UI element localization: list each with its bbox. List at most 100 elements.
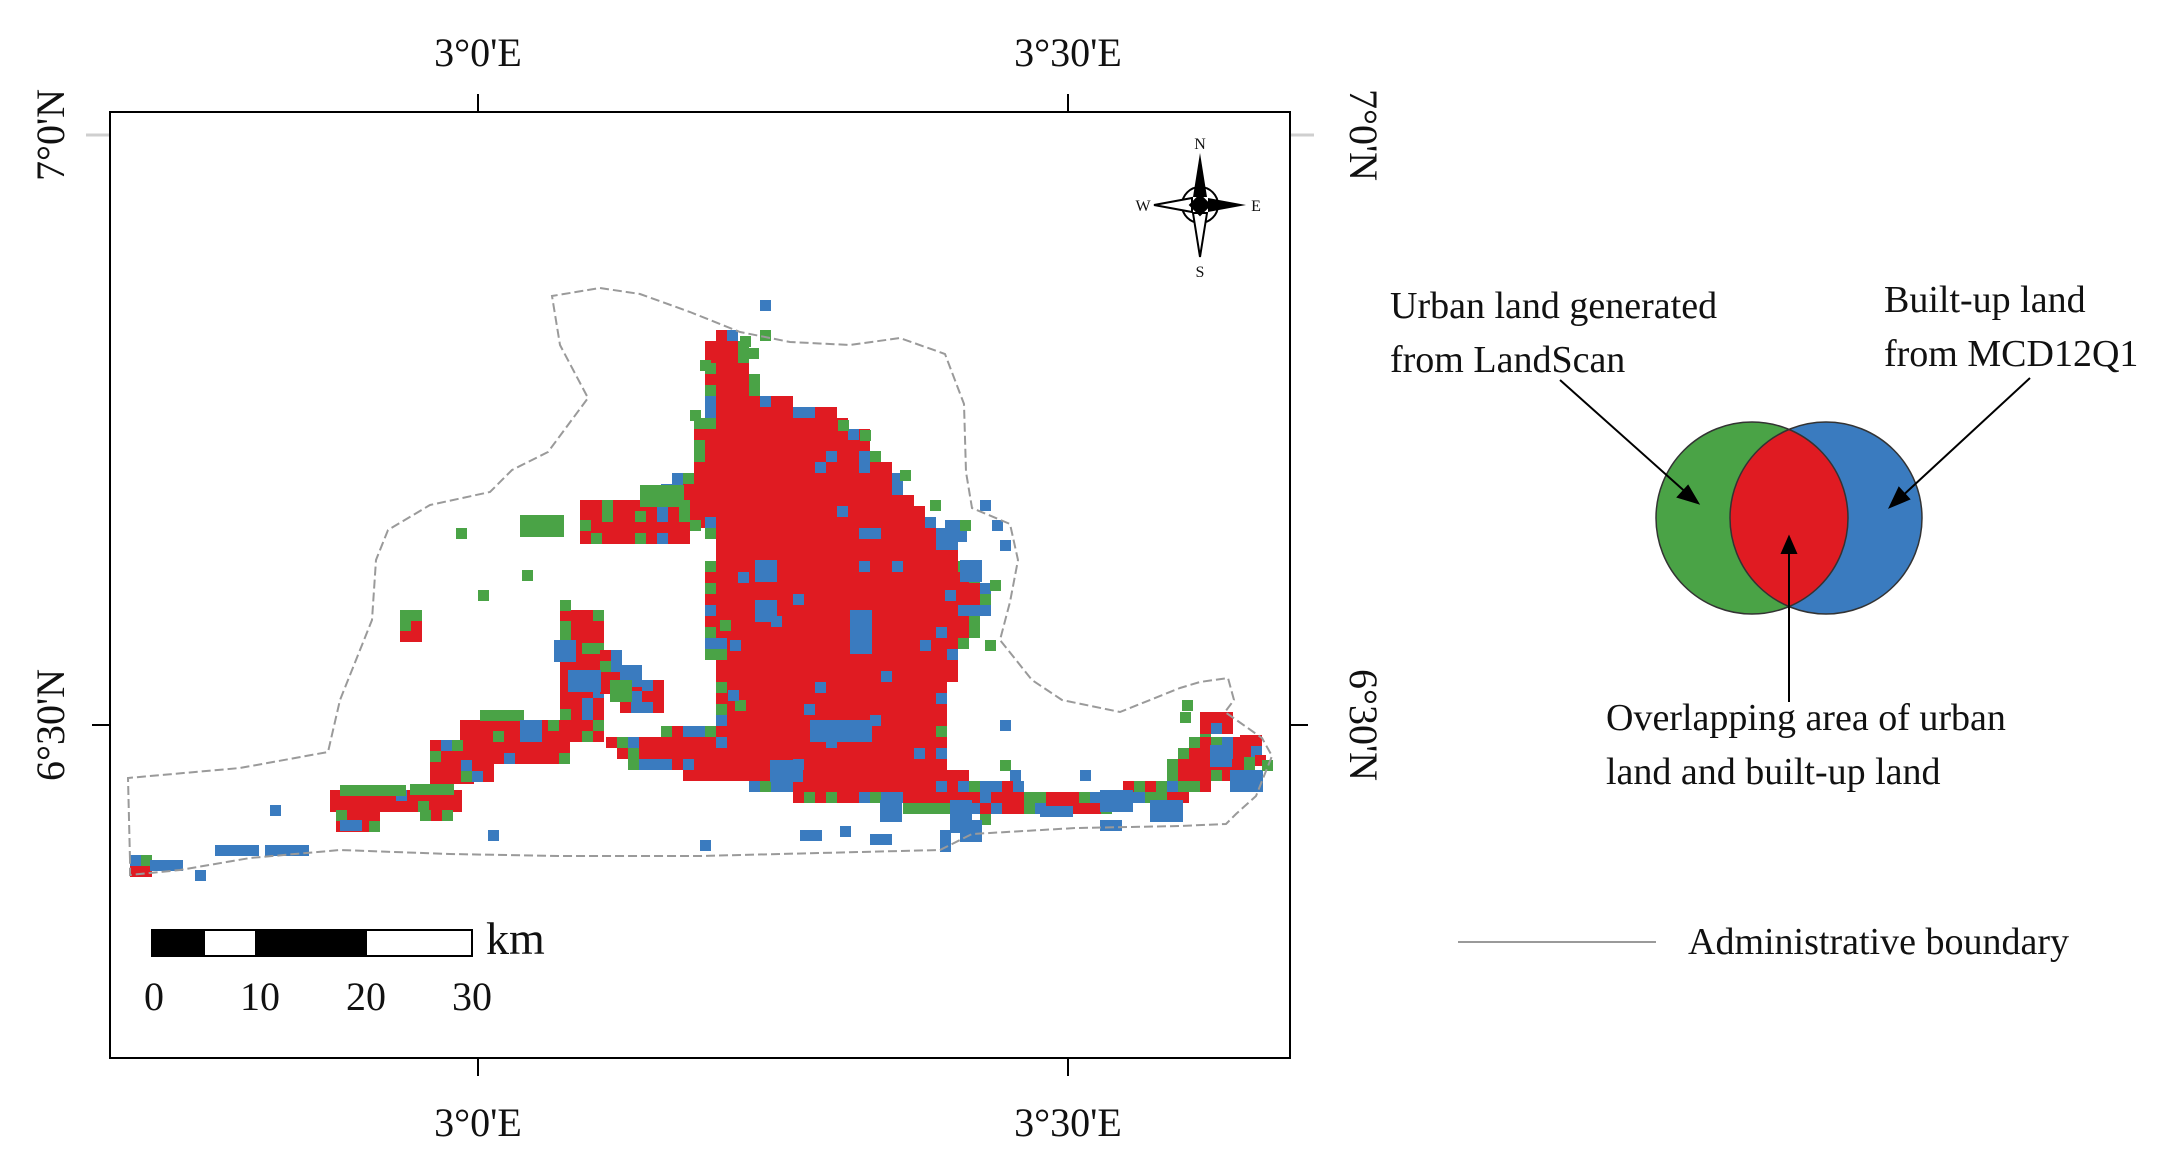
urban-pixel [804,517,815,528]
urban-pixel [593,687,604,698]
urban-pixel [531,720,542,731]
urban-pixel [716,473,727,484]
urban-pixel [837,627,848,638]
urban-pixel [716,539,727,550]
urban-pixel [826,693,837,704]
urban-pixel [582,654,593,665]
urban-pixel [837,737,848,748]
urban-pixel [969,594,980,605]
urban-pixel [980,605,991,616]
urban-pixel [755,560,777,582]
urban-pixel [771,473,782,484]
urban-pixel [771,440,782,451]
urban-pixel [141,866,152,877]
urban-pixel [930,500,941,511]
urban-pixel [1222,712,1233,723]
urban-pixel [782,473,793,484]
urban-pixel [642,702,653,713]
scale-unit: km [486,913,545,964]
urban-pixel [936,539,947,550]
urban-pixel [936,803,947,814]
urban-pixel [815,407,826,418]
urban-pixel [705,352,716,363]
urban-pixel [716,385,727,396]
urban-pixel [672,748,683,759]
compass-needle-east [1208,198,1246,212]
urban-pixel [559,731,570,742]
urban-pixel [837,594,848,605]
urban-pixel [657,533,668,544]
urban-pixel [793,781,804,792]
urban-pixel [593,632,604,643]
urban-pixel [610,680,621,691]
urban-pixel [793,748,804,759]
urban-pixel [903,616,914,627]
urban-pixel [1024,803,1035,814]
urban-pixel [947,539,958,550]
urban-pixel [947,627,958,638]
urban-pixel [727,572,738,583]
urban-pixel [914,693,925,704]
urban-pixel [815,594,826,605]
urban-pixel [903,748,914,759]
urban-pixel [771,462,782,473]
urban-pixel [881,770,892,781]
urban-pixel [738,352,749,363]
urban-pixel [560,698,571,709]
urban-pixel [936,649,947,660]
urban-pixel [749,451,760,462]
urban-pixel [515,753,526,764]
urban-pixel [749,396,760,407]
urban-pixel [493,720,504,731]
urban-pixel [749,440,760,451]
urban-pixel [815,770,826,781]
urban-pixel [870,726,881,737]
urban-pixel [1111,820,1122,831]
urban-pixel [1090,803,1101,814]
urban-pixel [848,781,859,792]
urban-pixel [705,572,716,583]
urban-pixel [804,770,815,781]
urban-pixel [653,691,664,702]
urban-pixel [1251,735,1262,746]
urban-pixel [554,640,565,651]
urban-pixel [815,495,826,506]
urban-pixel [748,348,759,359]
urban-pixel [679,511,690,522]
urban-pixel [793,726,804,737]
urban-pixel [793,715,804,726]
urban-pixel [705,385,716,396]
urban-pixel [611,672,622,683]
urban-pixel [749,726,760,737]
urban-pixel [793,440,804,451]
urban-pixel [837,495,848,506]
urban-pixel [771,550,782,561]
urban-pixel [782,462,793,473]
urban-pixel [1161,811,1172,822]
urban-pixel [870,528,881,539]
urban-pixel [914,803,925,814]
urban-pixel [760,473,771,484]
urban-pixel [130,855,141,866]
urban-pixel [1262,760,1273,771]
urban-pixel [716,704,727,715]
urban-pixel [760,506,771,517]
urban-pixel [395,785,406,796]
urban-pixel [738,473,749,484]
urban-pixel [600,683,611,694]
urban-pixel [716,451,727,462]
urban-pixel [870,671,881,682]
urban-pixel [793,418,804,429]
urban-pixel [593,698,604,709]
urban-pixel [738,462,749,473]
urban-pixel [554,651,565,662]
urban-pixel [826,748,837,759]
urban-pixel [1100,820,1111,831]
urban-pixel [870,451,881,462]
urban-pixel [760,737,771,748]
urban-pixel [793,693,804,704]
urban-pixel [215,845,226,856]
urban-pixel [430,762,441,773]
urban-pixel [848,528,859,539]
urban-pixel [738,649,749,660]
